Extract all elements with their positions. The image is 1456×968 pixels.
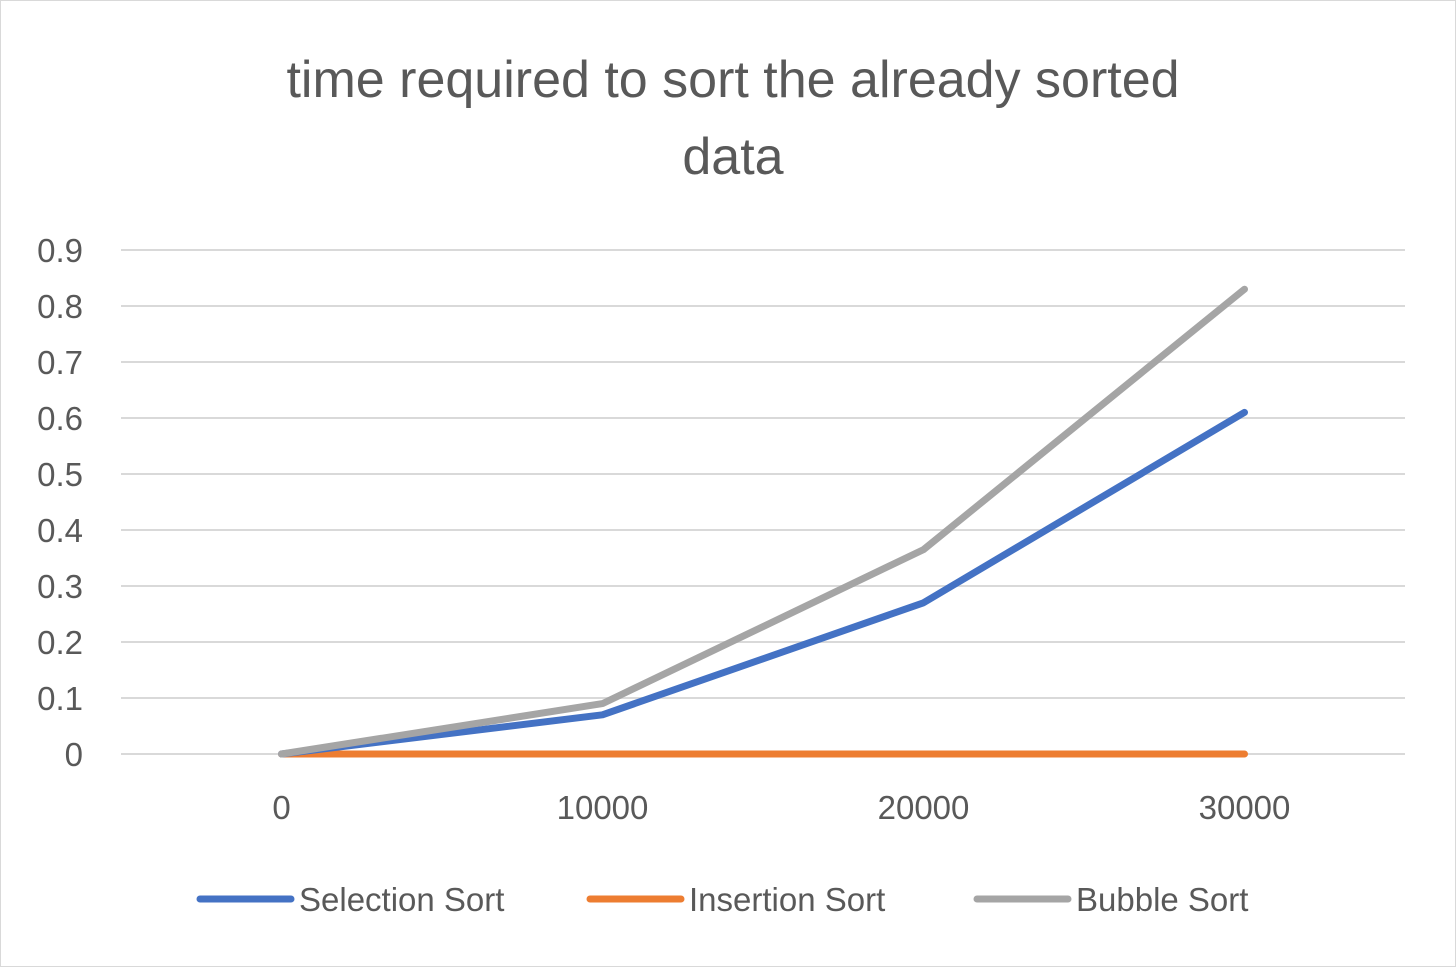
series-line-bubble-sort xyxy=(278,285,1248,758)
y-tick-label: 0.2 xyxy=(37,624,83,661)
y-axis-tick-labels: 0 0.1 0.2 0.3 0.4 0.5 0.6 0.7 0.8 0.9 xyxy=(37,232,83,773)
chart-title-line-2: data xyxy=(682,128,783,186)
legend-label: Bubble Sort xyxy=(1076,881,1248,918)
series-lines xyxy=(278,285,1248,758)
y-tick-label: 0.5 xyxy=(37,456,83,493)
chart-title-line-1: time required to sort the already sorted xyxy=(286,51,1179,109)
y-tick-label: 0.7 xyxy=(37,344,83,381)
y-tick-label: 0 xyxy=(65,736,83,773)
x-axis-tick-labels: 0 10000 20000 30000 xyxy=(272,789,1290,826)
x-tick-label: 10000 xyxy=(557,789,649,826)
y-tick-label: 0.3 xyxy=(37,568,83,605)
legend-label: Selection Sort xyxy=(299,881,504,918)
x-tick-label: 20000 xyxy=(878,789,970,826)
y-tick-label: 0.8 xyxy=(37,288,83,325)
y-tick-label: 0.9 xyxy=(37,232,83,269)
x-tick-label: 0 xyxy=(272,789,290,826)
series-line-selection-sort xyxy=(278,408,1248,758)
y-tick-label: 0.4 xyxy=(37,512,83,549)
legend: Selection Sort Insertion Sort Bubble Sort xyxy=(196,881,1248,918)
y-tick-label: 0.1 xyxy=(37,680,83,717)
legend-label: Insertion Sort xyxy=(689,881,885,918)
y-tick-label: 0.6 xyxy=(37,400,83,437)
gridlines xyxy=(121,249,1405,755)
x-tick-label: 30000 xyxy=(1199,789,1291,826)
